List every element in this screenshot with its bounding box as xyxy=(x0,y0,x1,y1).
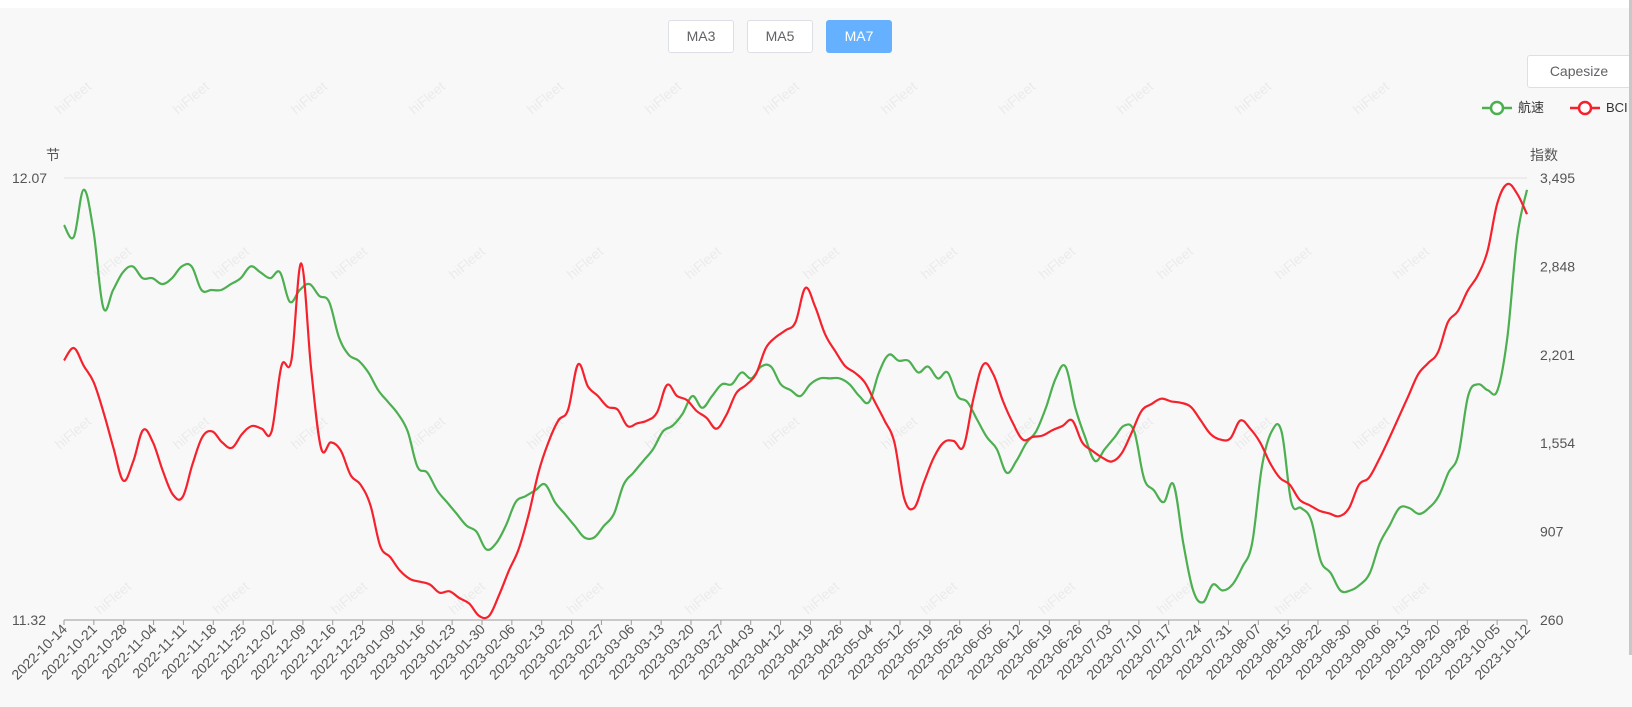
watermark-text: hiFleet xyxy=(1232,78,1275,117)
ma7-button[interactable]: MA7 xyxy=(826,20,892,53)
left-axis-tick-label: 12.07 xyxy=(12,170,47,186)
legend-item-bci[interactable]: BCI xyxy=(1568,98,1632,118)
right-axis: 指数 3,495 2,848 2,201 1,554 907 260 xyxy=(1530,147,1575,628)
watermark-text: hiFleet xyxy=(210,243,253,282)
watermark-layer: hiFleet hiFleet hiFleet hiFleet hiFleet hiFle… xyxy=(52,78,1433,617)
x-axis: 2022-10-142022-10-212022-10-282022-11-04… xyxy=(8,620,1533,683)
series-line-bci xyxy=(63,182,1528,620)
series-line-speed xyxy=(63,188,1529,604)
ma5-button[interactable]: MA5 xyxy=(747,20,813,53)
watermark-text: hiFleet xyxy=(1350,78,1393,117)
ma3-button[interactable]: MA3 xyxy=(668,20,734,53)
watermark-text: hiFleet xyxy=(642,78,685,117)
right-axis-tick-label: 907 xyxy=(1540,524,1564,540)
watermark-text: hiFleet xyxy=(878,78,921,117)
watermark-text: hiFleet xyxy=(210,578,253,617)
watermark-text: hiFleet xyxy=(1036,243,1079,282)
watermark-text: hiFleet xyxy=(564,243,607,282)
watermark-text: hiFleet xyxy=(918,578,961,617)
watermark-text: hiFleet xyxy=(1272,243,1315,282)
legend-bci-label: BCI xyxy=(1606,100,1628,115)
right-axis-tick-label: 260 xyxy=(1540,612,1564,628)
watermark-text: hiFleet xyxy=(760,413,803,452)
watermark-text: hiFleet xyxy=(800,578,843,617)
watermark-text: hiFleet xyxy=(760,78,803,117)
watermark-text: hiFleet xyxy=(1036,578,1079,617)
chart-grid xyxy=(64,177,1527,621)
watermark-text: hiFleet xyxy=(52,413,95,452)
legend-speed-label: 航速 xyxy=(1518,100,1545,115)
watermark-text: hiFleet xyxy=(170,78,213,117)
watermark-text: hiFleet xyxy=(524,78,567,117)
left-axis-unit: 节 xyxy=(46,147,60,163)
watermark-text: hiFleet xyxy=(1114,78,1157,117)
watermark-text: hiFleet xyxy=(446,243,489,282)
right-axis-tick-label: 3,495 xyxy=(1540,170,1575,186)
watermark-text: hiFleet xyxy=(1390,578,1433,617)
watermark-text: hiFleet xyxy=(52,78,95,117)
watermark-text: hiFleet xyxy=(682,243,725,282)
watermark-text: hiFleet xyxy=(446,578,489,617)
watermark-text: hiFleet xyxy=(1154,243,1197,282)
right-axis-tick-label: 1,554 xyxy=(1540,435,1575,451)
watermark-text: hiFleet xyxy=(328,578,371,617)
watermark-text: hiFleet xyxy=(288,413,331,452)
watermark-text: hiFleet xyxy=(288,78,331,117)
watermark-text: hiFleet xyxy=(918,243,961,282)
watermark-text: hiFleet xyxy=(682,578,725,617)
chart-panel xyxy=(0,8,1632,707)
legend-bci-marker-icon xyxy=(1570,100,1600,116)
watermark-text: hiFleet xyxy=(996,78,1039,117)
left-axis-tick-label: 11.32 xyxy=(12,612,46,628)
watermark-text: hiFleet xyxy=(1154,578,1197,617)
scrollbar[interactable] xyxy=(1629,0,1632,655)
watermark-text: hiFleet xyxy=(328,243,371,282)
legend-item-speed[interactable]: 航速 xyxy=(1480,98,1560,118)
watermark-text: hiFleet xyxy=(564,578,607,617)
watermark-text: hiFleet xyxy=(1390,243,1433,282)
watermark-text: hiFleet xyxy=(1272,578,1315,617)
series-lines xyxy=(63,182,1529,620)
watermark-text: hiFleet xyxy=(406,78,449,117)
legend-speed-marker-icon xyxy=(1482,100,1512,116)
right-axis-tick-label: 2,848 xyxy=(1540,258,1575,274)
left-axis: 节 12.07 11.32 xyxy=(12,147,60,628)
right-axis-tick-label: 2,201 xyxy=(1540,347,1575,363)
right-axis-unit: 指数 xyxy=(1530,147,1558,163)
watermark-text: hiFleet xyxy=(800,243,843,282)
watermark-text: hiFleet xyxy=(92,578,135,617)
